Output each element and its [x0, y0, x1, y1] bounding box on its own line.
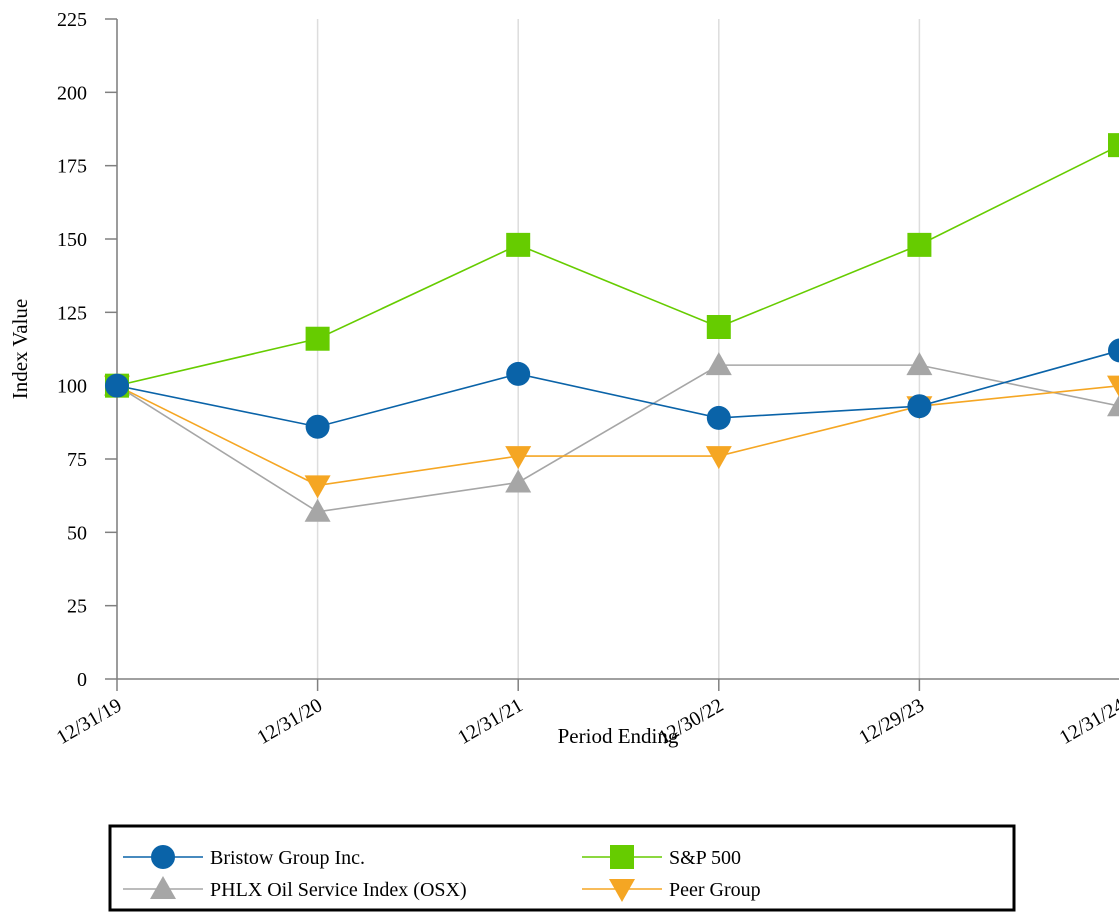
data-point — [506, 361, 531, 386]
y-axis-title: Index Value — [8, 299, 32, 400]
data-point — [305, 414, 330, 439]
y-tick-label: 25 — [67, 596, 87, 618]
y-tick-label: 0 — [77, 669, 87, 691]
data-point — [505, 446, 532, 470]
data-point — [705, 352, 732, 376]
legend-box — [108, 824, 1016, 912]
y-tick-label: 125 — [57, 302, 87, 324]
legend-marker — [609, 879, 635, 902]
legend-marker — [610, 845, 634, 869]
legend-marker — [151, 845, 175, 869]
data-point — [304, 475, 331, 499]
series-line — [116, 384, 1119, 487]
data-point — [304, 498, 331, 522]
series-line — [116, 364, 1119, 513]
data-point — [907, 232, 932, 257]
data-point — [506, 232, 531, 257]
x-tick-label: 12/29/23 — [855, 694, 928, 749]
y-tick-label: 75 — [67, 449, 87, 471]
data-point — [1107, 375, 1119, 397]
y-tick-label: 175 — [57, 156, 87, 178]
data-point — [105, 373, 129, 398]
gridlines — [116, 19, 921, 679]
x-axis-title: Period Ending — [558, 724, 679, 748]
legend-label: Peer Group — [669, 879, 761, 901]
legend-label: S&P 500 — [669, 847, 741, 869]
x-tick-label: 12/31/20 — [254, 694, 327, 749]
data-point — [1108, 133, 1119, 158]
y-axis: 0 25 50 75 100 125 150 175 200 225 — [57, 9, 118, 691]
data-point — [705, 446, 732, 470]
plot-area — [104, 133, 1119, 522]
series-line — [116, 144, 1119, 387]
data-point — [906, 352, 933, 376]
data-point — [1107, 394, 1119, 417]
y-tick-label: 200 — [57, 82, 87, 104]
x-tick-label: 12/31/24 — [1056, 694, 1119, 749]
data-point — [706, 315, 731, 339]
y-tick-label: 225 — [57, 9, 87, 31]
data-point — [1108, 338, 1119, 363]
data-point — [505, 469, 532, 493]
legend-label: Bristow Group Inc. — [210, 847, 365, 869]
legend: Bristow Group Inc. S&P 500 PHLX Oil Servic… — [108, 824, 1016, 912]
legend-marker — [150, 876, 176, 899]
legend-label: PHLX Oil Service Index (OSX) — [210, 879, 467, 901]
x-tick-label: 12/31/19 — [53, 694, 126, 749]
y-tick-label: 50 — [67, 522, 87, 544]
data-point — [706, 405, 731, 430]
data-point — [305, 326, 330, 351]
y-tick-label: 150 — [57, 229, 87, 251]
y-tick-label: 100 — [57, 376, 87, 398]
series-line — [116, 349, 1119, 428]
x-tick-label: 12/31/21 — [454, 694, 527, 749]
data-point — [907, 394, 932, 419]
